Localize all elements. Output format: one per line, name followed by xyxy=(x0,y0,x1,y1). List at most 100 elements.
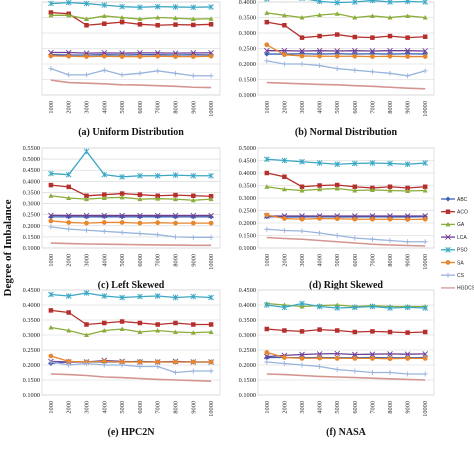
y-tick-label: 0.2500 xyxy=(239,46,256,53)
data-point xyxy=(101,67,107,73)
data-point xyxy=(191,322,196,327)
data-point xyxy=(155,364,161,369)
data-point xyxy=(101,2,108,8)
x-tick-label: 6000 xyxy=(137,101,144,114)
x-tick-label: 10000 xyxy=(422,401,429,417)
series-line-cs xyxy=(50,68,212,77)
data-point xyxy=(264,51,270,57)
series-ga xyxy=(264,10,428,20)
plot-frame xyxy=(41,289,221,396)
data-point xyxy=(173,320,178,326)
series-ga xyxy=(48,193,214,203)
data-point xyxy=(263,353,270,360)
series-line-aco xyxy=(50,309,212,326)
data-point xyxy=(102,320,107,326)
data-point xyxy=(208,22,214,27)
data-point xyxy=(102,21,107,26)
series-hgdcs xyxy=(50,373,212,382)
data-point xyxy=(66,184,71,190)
data-point xyxy=(281,228,287,233)
data-point xyxy=(48,218,54,224)
data-point xyxy=(66,226,72,232)
data-point xyxy=(282,23,287,28)
x-tick-label: 2000 xyxy=(66,254,73,267)
data-point xyxy=(173,192,178,198)
x-tick-label: 5000 xyxy=(334,254,341,267)
data-point xyxy=(208,196,214,202)
data-point xyxy=(101,328,107,333)
data-point xyxy=(208,322,214,327)
legend-label: SA xyxy=(457,260,464,266)
series-sa xyxy=(48,353,214,365)
data-point xyxy=(334,186,340,191)
data-point xyxy=(422,160,429,166)
x-tick-label: 9000 xyxy=(190,101,197,114)
data-point xyxy=(84,220,89,226)
data-point xyxy=(83,212,90,219)
data-point xyxy=(208,220,214,226)
data-point xyxy=(334,66,340,72)
panel-title: (f) NASA xyxy=(326,427,366,438)
data-point xyxy=(317,364,323,369)
data-point xyxy=(65,0,72,6)
panel-title: (a) Uniform Distribution xyxy=(78,127,184,138)
data-point xyxy=(387,356,393,362)
data-point xyxy=(281,47,288,54)
series-ga xyxy=(48,325,214,337)
data-point xyxy=(299,61,305,67)
data-point xyxy=(369,160,376,166)
y-tick-label: 0.4500 xyxy=(23,287,40,294)
y-tick-label: 0.1000 xyxy=(23,245,40,252)
data-point xyxy=(190,293,197,300)
data-point xyxy=(101,359,107,364)
data-point xyxy=(173,15,178,21)
data-point xyxy=(155,68,161,74)
data-point xyxy=(387,0,393,5)
data-point xyxy=(173,359,178,365)
data-point xyxy=(422,305,429,311)
data-point xyxy=(190,73,196,79)
data-point xyxy=(299,53,305,59)
data-point xyxy=(334,328,340,333)
series-aco xyxy=(264,170,428,191)
data-point xyxy=(66,220,72,225)
x-tick-label: 2000 xyxy=(66,401,73,414)
data-point xyxy=(404,213,411,219)
data-point xyxy=(173,220,178,226)
data-point xyxy=(154,212,161,219)
series-aco xyxy=(48,308,214,327)
data-point xyxy=(317,230,323,236)
series-line-cs xyxy=(50,361,212,374)
data-point xyxy=(264,355,270,360)
x-tick-label: 2000 xyxy=(281,101,288,114)
data-point xyxy=(264,170,270,176)
data-point xyxy=(264,42,270,48)
data-point xyxy=(316,351,323,357)
data-point xyxy=(119,15,125,20)
data-point xyxy=(264,10,270,15)
x-tick-label: 1000 xyxy=(264,401,271,414)
y-tick-label: 0.1500 xyxy=(23,377,40,384)
x-tick-label: 6000 xyxy=(352,254,359,267)
data-point xyxy=(352,184,358,189)
data-point xyxy=(208,53,214,59)
data-point xyxy=(282,355,287,360)
data-point xyxy=(154,3,161,10)
data-point xyxy=(190,50,197,56)
data-point xyxy=(282,216,287,221)
data-point xyxy=(48,353,54,359)
data-point xyxy=(405,239,411,245)
data-point xyxy=(404,0,411,5)
data-point xyxy=(83,290,90,296)
data-point xyxy=(48,182,54,188)
y-tick-label: 0.2000 xyxy=(23,362,40,369)
x-tick-label: 2000 xyxy=(281,254,288,267)
legend-marker xyxy=(445,196,451,202)
data-point xyxy=(316,47,323,54)
data-point xyxy=(208,50,214,56)
data-point xyxy=(317,12,323,18)
chart-panel-2: 0.1000 0.1500 0.2000 0.2500 0.3000 0.3500 0.40… xyxy=(239,0,435,138)
data-point xyxy=(405,217,410,222)
series-lca xyxy=(48,49,214,56)
series-line-hgdcs xyxy=(50,79,212,89)
